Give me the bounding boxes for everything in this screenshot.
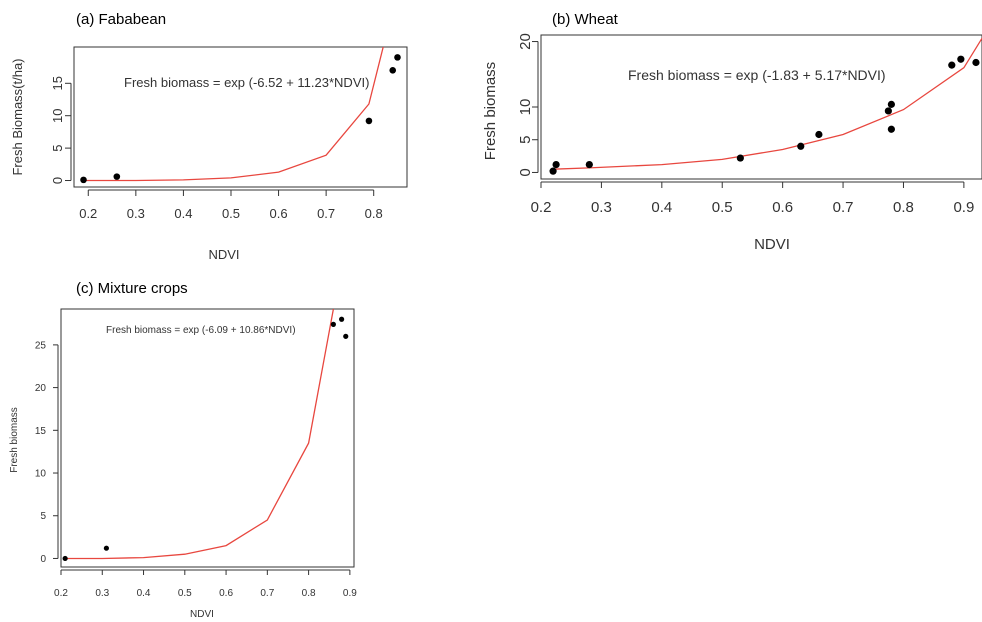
panel-b-x-tick-label: 0.2 [531,199,552,216]
panel-a-data-point [394,54,401,61]
panel-c-fit-line [65,309,335,560]
panel-c-data-point [62,555,68,562]
panel-c-x-ticks: 0.2 0.3 0.4 0.5 0.6 0.7 0.8 0.9 [54,569,357,599]
panel-b-x-tick-label: 0.8 [893,199,914,216]
panel-b-data-point [972,58,980,67]
panel-c-x-tick-label: 0.5 [178,588,192,599]
panel-b-points [549,55,980,175]
panel-b-title: (b) Wheat [552,11,619,28]
panel-a: (a) Fababean Fresh biomass = exp (-6.52 … [10,11,408,262]
panel-a-title: (a) Fababean [76,11,166,28]
panel-a-y-ticks: 0 5 10 15 [50,76,72,184]
panel-a-x-tick-label: 0.7 [317,206,335,221]
panel-b-y-tick-label: 20 [517,33,534,50]
panel-c-title: (c) Mixture crops [76,280,188,297]
panel-b: (b) Wheat Fresh biomass = exp (-1.83 + 5… [482,11,982,253]
panel-b-data-point [797,142,805,150]
panel-c-x-tick-label: 0.3 [95,588,109,599]
panel-a-y-tick-label: 5 [50,144,65,151]
panel-c-data-point [330,321,336,327]
panel-c-plot-frame [60,308,355,568]
panel-c-points [62,316,349,562]
panel-c-data-point [103,545,109,551]
panel-c-y-tick-label: 25 [35,340,47,351]
panel-b-fit-line [553,37,982,170]
panel-b-x-tick-label: 0.6 [772,199,793,216]
panel-c-equation: Fresh biomass = exp (-6.09 + 10.86*NDVI) [106,325,296,336]
panel-c-fit-curve [65,309,335,560]
panel-c-x-axis-label: NDVI [190,609,214,620]
panel-a-x-tick-label: 0.3 [127,206,145,221]
panel-b-data-point [884,107,892,115]
panel-b-y-ticks: 0 5 10 20 [517,33,539,177]
panel-c-x-tick-label: 0.8 [302,588,316,599]
panel-b-data-point [887,125,895,133]
panel-b-x-tick-label: 0.5 [712,199,733,216]
panel-b-data-point [549,167,557,175]
panel-b-data-point [887,100,895,108]
panel-a-data-point [389,67,397,74]
panel-c-x-tick-label: 0.7 [260,588,274,599]
panel-a-equation: Fresh biomass = exp (-6.52 + 11.23*NDVI) [124,75,369,90]
panel-b-x-tick-label: 0.7 [833,199,854,216]
panel-b-data-point [948,61,956,69]
panel-b-y-tick-label: 0 [517,168,534,176]
panel-a-y-tick-label: 10 [50,108,65,122]
panel-a-data-point [365,117,373,125]
panel-c-x-tick-label: 0.4 [137,588,151,599]
panel-b-x-ticks: 0.2 0.3 0.4 0.5 0.6 0.7 0.8 0.9 [531,181,974,216]
panel-a-plot-frame [73,46,408,188]
panel-a-x-tick-label: 0.5 [222,206,240,221]
panel-b-x-tick-label: 0.4 [651,199,672,216]
panel-c-x-tick-label: 0.6 [219,588,233,599]
panel-b-data-point [815,130,823,139]
panel-b-data-point [552,161,560,169]
panel-b-x-tick-label: 0.3 [591,199,612,216]
panel-c-y-axis-label: Fresh biomass [9,407,20,473]
panel-b-equation: Fresh biomass = exp (-1.83 + 5.17*NDVI) [628,67,886,83]
panel-b-plot-frame [540,34,982,180]
panel-c-x-tick-label: 0.9 [343,588,357,599]
panel-b-y-tick-label: 10 [517,99,534,116]
panel-c-y-tick-label: 20 [35,383,47,394]
panel-b-data-point [957,55,965,63]
panel-a-x-tick-label: 0.2 [79,206,97,221]
panel-c-y-tick-label: 0 [40,554,46,565]
panel-a-x-ticks: 0.2 0.3 0.4 0.5 0.6 0.7 0.8 [79,189,383,221]
panel-b-y-tick-label: 5 [517,136,534,144]
panel-b-fit-curve [553,37,982,170]
panel-a-fit-line [83,47,384,182]
panel-c-y-ticks: 0 5 10 15 20 25 [35,340,59,565]
panel-c-y-tick-label: 5 [40,511,46,522]
panel-a-y-tick-label: 0 [50,177,65,184]
panel-c-data-point [339,316,345,322]
panel-c-x-tick-label: 0.2 [54,588,68,599]
panel-a-data-point [80,176,87,184]
panel-a-x-tick-label: 0.8 [365,206,383,221]
panel-a-points [80,54,401,184]
panel-b-x-tick-label: 0.9 [953,199,974,216]
panel-a-y-axis-label: Fresh Biomass(t/ha) [10,58,25,175]
panel-c-y-tick-label: 10 [35,469,47,480]
panel-c: (c) Mixture crops Fresh biomass = exp (-… [9,280,357,620]
panel-a-x-tick-label: 0.6 [270,206,288,221]
panel-b-data-point [585,161,593,169]
panel-b-x-axis-label: NDVI [754,236,790,253]
panel-a-fit-curve [83,47,384,182]
panel-b-y-axis-label: Fresh biomass [482,62,499,160]
panel-a-y-tick-label: 15 [50,76,65,90]
panel-c-data-point [343,333,349,339]
panel-a-x-axis-label: NDVI [208,247,239,262]
panel-b-data-point [736,154,744,162]
panel-a-data-point [113,173,121,180]
panel-a-x-tick-label: 0.4 [174,206,192,221]
panel-c-y-tick-label: 15 [35,426,47,437]
